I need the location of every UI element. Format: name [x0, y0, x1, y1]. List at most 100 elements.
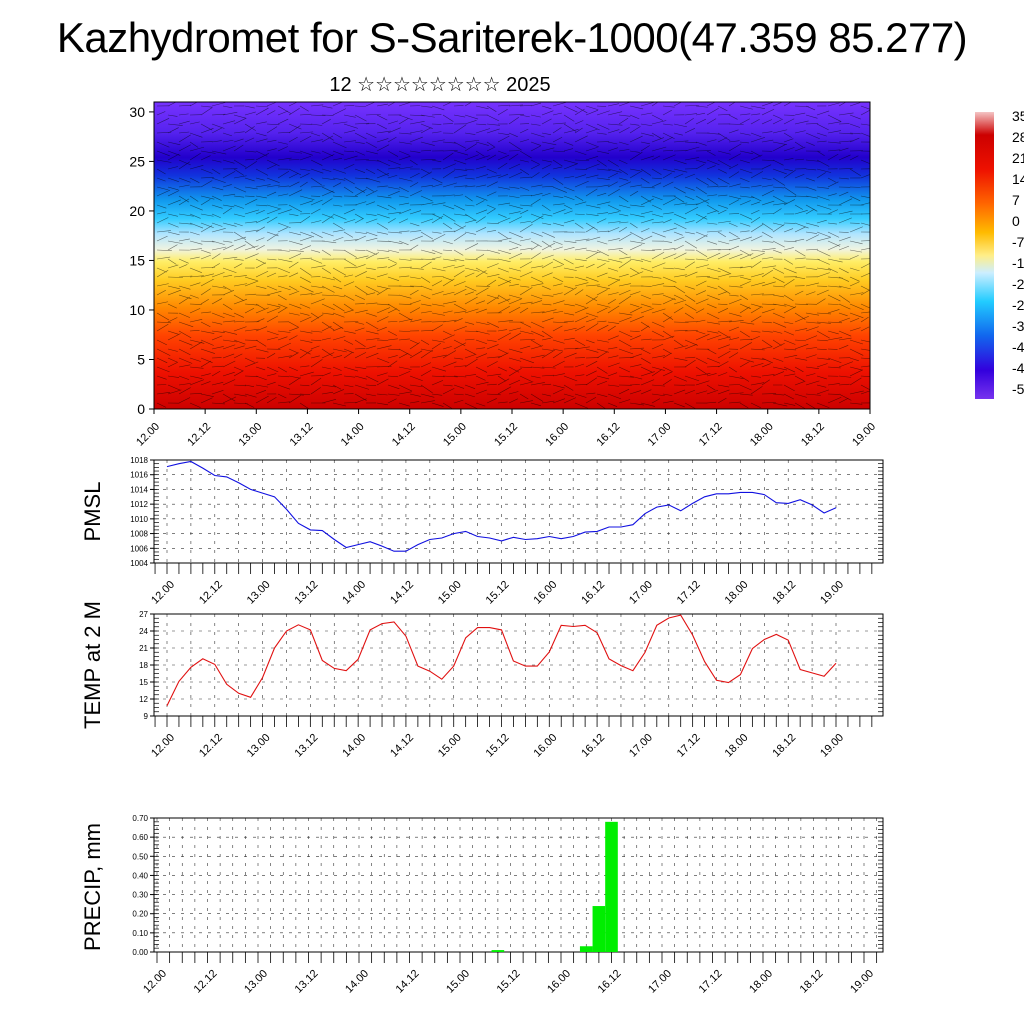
colorbar-label: 0 [1012, 213, 1020, 229]
series-line [166, 614, 837, 707]
y-tick-label: 9 [144, 712, 149, 721]
y-tick-label: 27 [139, 610, 148, 619]
x-tick-label: 13.00 [245, 732, 273, 760]
y-tick-label: 12 [139, 695, 148, 704]
colorbar-label: -42 [1012, 339, 1024, 355]
x-tick-label: 18.12 [799, 421, 827, 449]
x-tick-label: 14.00 [339, 421, 367, 449]
y-axis-label: TEMP at 2 M [80, 601, 105, 729]
y-tick-label: 0.20 [132, 910, 148, 919]
x-tick-label: 15.12 [484, 732, 512, 760]
grid [154, 817, 883, 953]
temp-panel: 9 12 15 18 21 24 27 12.00 12.12 13.00 13.12 14.00 14… [80, 601, 884, 760]
x-tick-label: 14.00 [343, 968, 371, 996]
pmsl-panel: 1004 1006 1008 1010 1012 1014 1016 1018 12.00 12.… [80, 456, 884, 607]
grid [154, 459, 883, 564]
x-tick-label: 19.00 [848, 968, 876, 996]
heatmap-fill [154, 102, 870, 409]
x-tick-label: 16.12 [596, 968, 624, 996]
x-tick-label: 16.00 [545, 968, 573, 996]
y-tick-label: 25 [129, 153, 145, 169]
y-tick-label: 18 [139, 661, 148, 670]
y-tick-label: 0.30 [132, 891, 148, 900]
chart-title: Kazhydromet for S-Sariterek-1000(47.359 … [56, 14, 968, 61]
y-tick-label: 0 [137, 401, 145, 417]
precip-panel: 0.00 0.10 0.20 0.30 0.40 0.50 0.60 0.70 12.00 12.… [80, 814, 884, 996]
y-tick-label: 1004 [130, 559, 148, 568]
chart-subtitle: 12 ☆☆☆☆☆☆☆☆ 2025 [329, 74, 551, 96]
y-axis-label: PMSL [80, 482, 105, 542]
y-tick-label: 0.70 [132, 814, 148, 823]
y-tick-label: 30 [129, 104, 145, 120]
x-tick-label: 16.00 [531, 732, 559, 760]
y-tick-label: 0.60 [132, 833, 148, 842]
x-tick-label: 16.12 [594, 421, 622, 449]
x-tick-label: 12.12 [197, 579, 225, 607]
x-tick-label: 12.12 [185, 421, 213, 449]
colorbar-label: 7 [1012, 192, 1020, 208]
x-tick-label: 12.00 [141, 968, 169, 996]
x-tick-label: 17.00 [627, 732, 655, 760]
x-tick-label: 18.00 [723, 732, 751, 760]
y-tick-label: 0.40 [132, 871, 148, 880]
x-tick-label: 19.00 [818, 732, 846, 760]
series-line [166, 460, 837, 552]
x-tick-label: 15.00 [444, 968, 472, 996]
precip-bar [491, 950, 505, 952]
x-tick-label: 13.12 [288, 421, 316, 449]
precip-bar [579, 946, 593, 952]
colorbar-fill [975, 112, 994, 399]
colorbar-label: 35 [1012, 108, 1024, 124]
precip-bar [605, 821, 618, 952]
x-tick-label: 13.00 [245, 579, 273, 607]
x-tick-label: 16.00 [531, 579, 559, 607]
x-tick-label: 17.00 [627, 579, 655, 607]
x-tick-label: 15.00 [436, 579, 464, 607]
temperature-cross-section: 0 5 10 15 20 25 30 12.00 12.12 13.00 13.12 14.00 14.… [129, 101, 878, 449]
colorbar-label: -28 [1012, 297, 1024, 313]
x-tick-label: 18.00 [747, 968, 775, 996]
x-tick-label: 15.00 [441, 421, 469, 449]
x-tick-label: 15.12 [492, 421, 520, 449]
y-tick-label: 24 [139, 627, 148, 636]
x-tick-label: 18.12 [798, 968, 826, 996]
y-tick-label: 1010 [130, 515, 148, 524]
x-tick-label: 19.00 [850, 421, 878, 449]
colorbar-label: -49 [1012, 360, 1024, 376]
x-tick-label: 17.12 [697, 421, 725, 449]
x-tick-label: 14.12 [390, 421, 418, 449]
x-tick-label: 14.00 [340, 732, 368, 760]
x-tick-label: 18.12 [770, 579, 798, 607]
x-tick-label: 18.12 [770, 732, 798, 760]
x-tick-label: 19.00 [818, 579, 846, 607]
x-tick-label: 17.00 [646, 968, 674, 996]
colorbar-label: -14 [1012, 255, 1024, 271]
grid [154, 613, 883, 717]
x-tick-label: 14.12 [394, 968, 422, 996]
x-tick-label: 17.12 [675, 732, 703, 760]
panel-frame [153, 459, 884, 564]
x-tick-label: 12.12 [197, 732, 225, 760]
y-tick-label: 10 [129, 302, 145, 318]
colorbar-label: -56 [1012, 381, 1024, 397]
x-tick-label: 16.12 [579, 732, 607, 760]
y-tick-label: 0.50 [132, 852, 148, 861]
y-tick-label: 20 [129, 203, 145, 219]
y-tick-label: 15 [129, 252, 145, 268]
colorbar-label: 28 [1012, 129, 1024, 145]
wind-barbs [156, 102, 870, 409]
colorbar-label: -7 [1012, 234, 1024, 250]
x-tick-label: 12.12 [192, 968, 220, 996]
x-tick-label: 13.00 [242, 968, 270, 996]
x-tick-label: 12.00 [134, 421, 162, 449]
colorbar: 35 28 21 14 7 0 -7 -14 -21 -28 -35 -42 -49 -56 [975, 108, 1024, 399]
x-tick-label: 18.00 [723, 579, 751, 607]
x-tick-label: 16.00 [543, 421, 571, 449]
x-tick-label: 15.12 [495, 968, 523, 996]
x-tick-label: 14.12 [388, 579, 416, 607]
y-tick-label: 1012 [130, 500, 148, 509]
x-tick-label: 14.12 [388, 732, 416, 760]
x-tick-label: 13.12 [293, 732, 321, 760]
y-tick-label: 0.10 [132, 929, 148, 938]
